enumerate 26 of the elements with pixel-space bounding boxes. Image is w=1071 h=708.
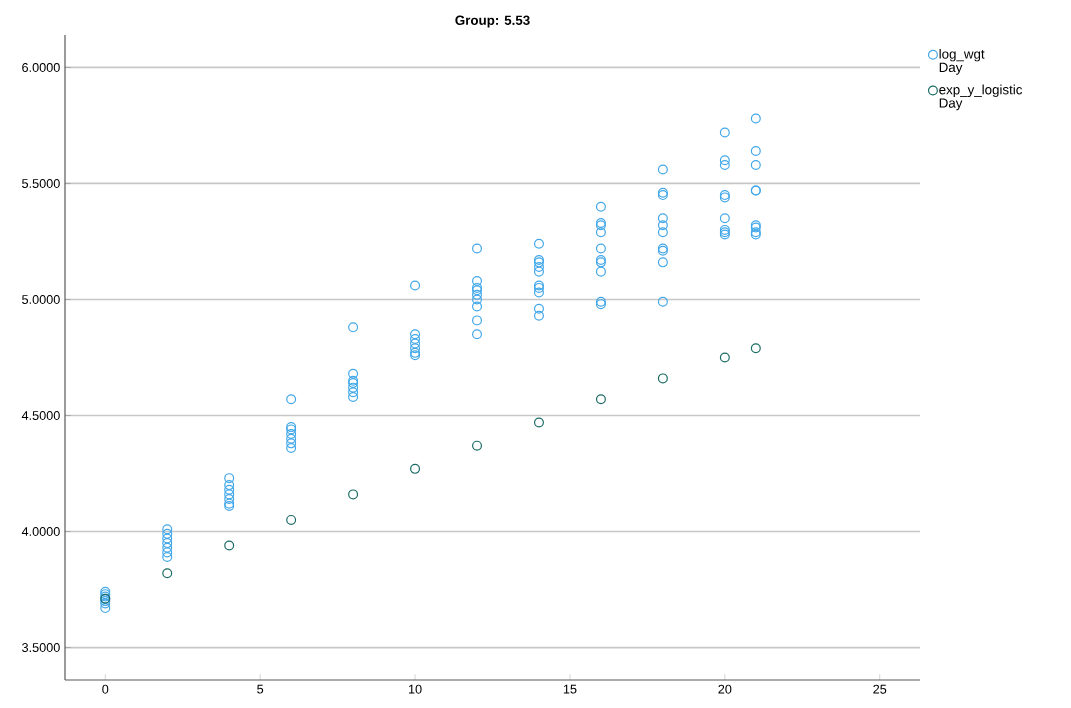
y-tick-label: 4.5000	[21, 411, 60, 420]
chart-title: Group: 5.53	[455, 15, 530, 28]
y-tick-label: 5.5000	[22, 179, 60, 188]
point	[719, 352, 730, 363]
x-tick-label: 0	[102, 684, 109, 694]
point	[348, 489, 359, 500]
y-tick-label: 3.5000	[22, 643, 60, 652]
point	[750, 343, 761, 354]
x-tick-label: 25	[873, 684, 887, 694]
point	[162, 568, 173, 579]
point	[595, 394, 606, 405]
point	[410, 463, 421, 474]
point	[472, 440, 483, 451]
point	[657, 373, 668, 384]
legend-label: exp_y_logistic Day	[939, 84, 1023, 111]
y-tick-label: 4.0000	[21, 527, 60, 536]
point	[286, 514, 297, 525]
y-tick-label: 6.0000	[22, 62, 60, 72]
x-tick-label: 20	[718, 684, 732, 694]
x-tick-label: 5	[257, 684, 264, 694]
y-tick-label: 5.0000	[22, 295, 60, 304]
x-tick-label: 10	[408, 684, 422, 694]
point	[533, 417, 544, 428]
x-tick-label: 15	[563, 684, 577, 694]
point	[224, 540, 235, 551]
legend-label: log_wgt Day	[939, 48, 985, 75]
